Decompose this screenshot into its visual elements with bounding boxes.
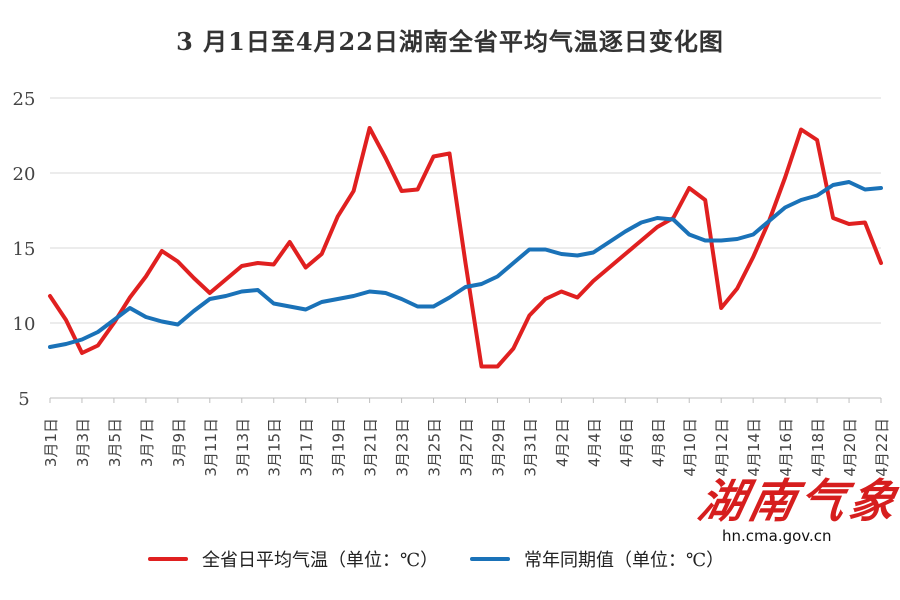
- x-tick-label: 4月22日: [873, 418, 891, 477]
- series-line-normal: [48, 180, 883, 349]
- x-tick-label: 4月6日: [617, 418, 635, 467]
- x-tick-label: 4月4日: [585, 418, 603, 467]
- legend-item-normal: 常年同期值（单位：℃）: [470, 546, 724, 572]
- x-tick-label: 4月2日: [553, 418, 571, 467]
- chart-title: 3 月1日至4月22日湖南全省平均气温逐日变化图: [176, 27, 724, 56]
- x-tick-label: 3月17日: [298, 418, 316, 477]
- x-tick-label: 4月10日: [681, 418, 699, 477]
- watermark-url: hn.cma.gov.cn: [722, 527, 832, 545]
- x-tick-label: 3月7日: [138, 418, 156, 467]
- legend-label-observed: 全省日平均气温（单位：℃）: [202, 550, 439, 571]
- x-tick-label: 4月14日: [745, 418, 763, 477]
- x-tick-label: 3月5日: [106, 418, 124, 467]
- legend-swatch-observed: [148, 557, 188, 561]
- x-tick-label: 3月11日: [202, 418, 220, 477]
- legend-label-normal: 常年同期值（单位：℃）: [524, 550, 725, 571]
- x-tick-label: 4月16日: [777, 418, 795, 477]
- x-tick-label: 3月13日: [234, 418, 252, 477]
- legend-item-observed: 全省日平均气温（单位：℃）: [148, 546, 438, 572]
- x-tick-label: 4月12日: [713, 418, 731, 477]
- y-tick-label: 25: [13, 89, 36, 110]
- x-tick-label: 3月15日: [266, 418, 284, 477]
- x-tick-label: 3月3日: [74, 418, 92, 467]
- x-tick-label: 3月27日: [458, 418, 476, 477]
- x-tick-label: 4月20日: [841, 418, 859, 477]
- x-tick-label: 3月1日: [42, 418, 60, 467]
- y-tick-label: 5: [18, 389, 29, 410]
- x-tick-label: 4月18日: [809, 418, 827, 477]
- x-tick-label: 3月25日: [426, 418, 444, 477]
- x-tick-label: 3月21日: [362, 418, 380, 477]
- y-tick-label: 10: [13, 314, 36, 335]
- x-tick-label: 4月8日: [649, 418, 667, 467]
- watermark-logo: 湖南气象: [693, 474, 900, 528]
- x-tick-label: 3月29日: [489, 418, 507, 477]
- x-tick-label: 3月9日: [170, 418, 188, 467]
- legend-swatch-normal: [470, 557, 510, 561]
- series-line-observed: [48, 126, 883, 369]
- x-tick-label: 3月19日: [330, 418, 348, 477]
- x-tick-label: 3月31日: [521, 418, 539, 477]
- y-tick-label: 20: [13, 164, 36, 185]
- y-tick-label: 15: [13, 239, 36, 260]
- x-tick-label: 3月23日: [394, 418, 412, 477]
